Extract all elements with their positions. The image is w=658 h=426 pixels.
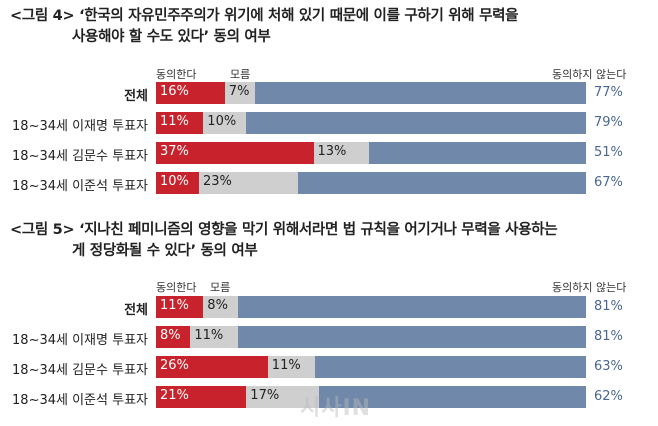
stacked-bar: 11% 8%	[156, 296, 586, 318]
stacked-bar: 10% 23%	[156, 172, 586, 194]
disagree-value-label: 81%	[594, 299, 623, 314]
bar-segment-agree: 26%	[156, 356, 268, 378]
chart-4-legend-disagree: 동의하지 않는다	[552, 68, 627, 81]
chart-4-title: <그림 4> ‘한국의 자유민주주의가 위기에 처해 있기 때문에 이를 구하기…	[10, 6, 519, 48]
chart-5-title: <그림 5> ‘지나친 페미니즘의 영향을 막기 위해서라면 법 규칙을 어기거…	[10, 220, 558, 262]
row-label: 전체	[124, 303, 148, 318]
bar-segment-disagree	[368, 142, 586, 164]
row-label: 18~34세 이재명 투표자	[12, 333, 148, 348]
bar-value-label: 13%	[317, 144, 347, 159]
disagree-value-label: 63%	[594, 359, 623, 374]
disagree-value-label: 67%	[594, 175, 623, 190]
bar-value-label: 37%	[160, 144, 189, 159]
bar-value-label: 11%	[194, 328, 224, 343]
bar-segment-unsure: 10%	[203, 112, 247, 134]
bar-segment-agree: 37%	[156, 142, 314, 164]
bar-value-label: 16%	[160, 84, 189, 99]
chart-5-title-line1: <그림 5> ‘지나친 페미니즘의 영향을 막기 위해서라면 법 규칙을 어기거…	[10, 222, 558, 238]
row-label: 18~34세 김문수 투표자	[12, 149, 148, 164]
bar-segment-unsure: 13%	[313, 142, 369, 164]
bar-segment-agree: 11%	[156, 112, 204, 134]
bar-segment-unsure: 8%	[203, 296, 238, 318]
watermark: 시사IN	[300, 396, 372, 421]
chart-4-title-line2: 사용해야 할 수도 있다’ 동의 여부	[72, 29, 271, 45]
chart-4-legend-unsure: 모름	[230, 68, 251, 81]
chart-5-legend-unsure: 모름	[210, 281, 231, 294]
disagree-value-label: 81%	[594, 329, 623, 344]
bar-segment-agree: 21%	[156, 386, 247, 408]
bar-value-label: 11%	[160, 298, 189, 313]
bar-segment-unsure: 17%	[246, 386, 320, 408]
bar-value-label: 17%	[250, 388, 280, 403]
disagree-value-label: 51%	[594, 145, 623, 160]
bar-segment-disagree	[246, 112, 586, 134]
chart-4-title-line1: <그림 4> ‘한국의 자유민주주의가 위기에 처해 있기 때문에 이를 구하기…	[10, 8, 519, 24]
bar-value-label: 8%	[207, 298, 228, 313]
disagree-value-label: 77%	[594, 85, 623, 100]
row-label: 18~34세 이재명 투표자	[12, 119, 148, 134]
bar-segment-agree: 10%	[156, 172, 199, 194]
row-label: 18~34세 김문수 투표자	[12, 363, 148, 378]
bar-segment-disagree	[237, 296, 586, 318]
bar-segment-unsure: 7%	[224, 82, 255, 104]
bar-value-label: 10%	[160, 174, 189, 189]
bar-value-label: 21%	[160, 388, 189, 403]
bar-segment-agree: 16%	[156, 82, 225, 104]
stacked-bar: 26% 11%	[156, 356, 586, 378]
bar-value-label: 23%	[203, 174, 232, 189]
stacked-bar: 11% 10%	[156, 112, 586, 134]
chart-5-legend-disagree: 동의하지 않는다	[552, 281, 627, 294]
bar-value-label: 11%	[160, 114, 189, 129]
bar-segment-disagree	[297, 172, 586, 194]
row-label: 전체	[124, 89, 148, 104]
stacked-bar: 8% 11%	[156, 326, 586, 348]
bar-value-label: 10%	[207, 114, 237, 129]
bar-segment-agree: 11%	[156, 296, 204, 318]
bar-segment-unsure: 23%	[199, 172, 298, 194]
bar-segment-unsure: 11%	[190, 326, 238, 348]
bar-segment-unsure: 11%	[267, 356, 316, 378]
stacked-bar: 16% 7%	[156, 82, 586, 104]
row-label: 18~34세 이준석 투표자	[12, 393, 148, 408]
bar-segment-disagree	[254, 82, 586, 104]
bar-segment-disagree	[319, 386, 586, 408]
chart-4-legend-agree: 동의한다	[156, 68, 197, 81]
stacked-bar: 37% 13%	[156, 142, 586, 164]
disagree-value-label: 79%	[594, 115, 623, 130]
bar-segment-disagree	[237, 326, 586, 348]
chart-5-title-line2: 게 정당화될 수 있다’ 동의 여부	[72, 243, 258, 259]
bar-segment-agree: 8%	[156, 326, 191, 348]
bar-value-label: 8%	[160, 328, 181, 343]
bar-segment-disagree	[315, 356, 586, 378]
row-label: 18~34세 이준석 투표자	[12, 179, 148, 194]
bar-value-label: 7%	[228, 84, 250, 99]
stacked-bar: 21% 17%	[156, 386, 586, 408]
bar-value-label: 11%	[271, 358, 301, 373]
disagree-value-label: 62%	[594, 389, 623, 404]
bar-value-label: 26%	[160, 358, 189, 373]
chart-5-legend-agree: 동의한다	[156, 281, 197, 294]
